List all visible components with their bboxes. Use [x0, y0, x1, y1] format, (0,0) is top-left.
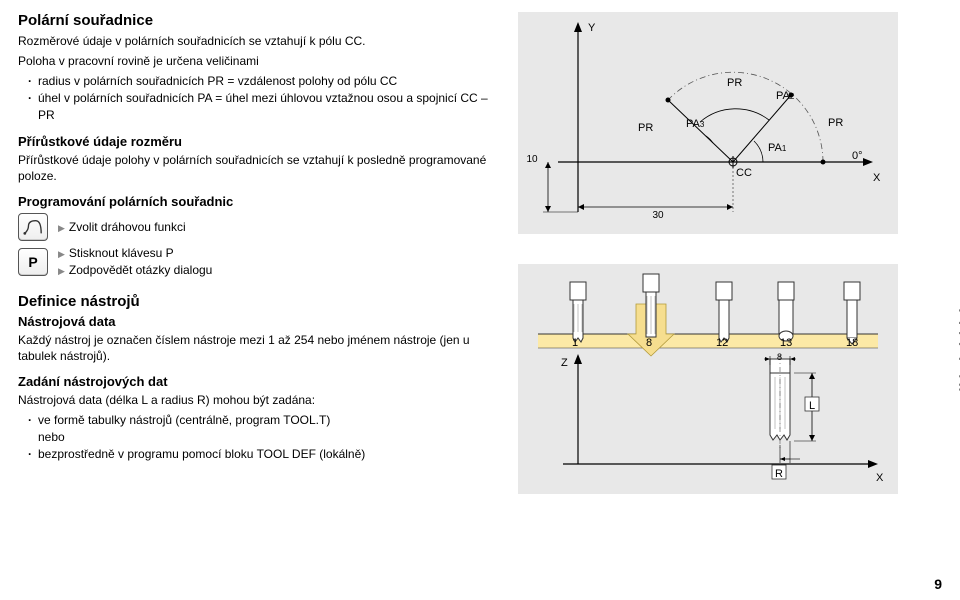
label-pa1: PA1 — [768, 142, 786, 154]
tools-title: Definice nástrojů — [18, 293, 498, 310]
label-x: X — [873, 172, 880, 184]
label-pa2: PA2 — [776, 90, 794, 102]
tools-entry-head: Zadání nástrojových dat — [18, 374, 498, 389]
tools-bullet-2: bezprostředně v programu pomocí bloku TO… — [28, 446, 498, 463]
polar-prog-head: Programování polárních souřadnic — [18, 194, 498, 209]
polar-incremental-text: Přírůstkové údaje polohy v polárních sou… — [18, 152, 498, 184]
tool-num-5: 18 — [846, 337, 858, 349]
label-l: L — [809, 400, 815, 412]
label-z: Z — [561, 357, 568, 369]
label-pr-3: PR — [828, 117, 843, 129]
tool-num-4: 13 — [780, 337, 792, 349]
label-cc: CC — [736, 167, 752, 179]
tool-num-3: 12 — [716, 337, 728, 349]
p-key-icon: P — [18, 248, 48, 276]
label-x2: X — [876, 472, 883, 484]
polar-diagram: Y X PR PR PR PA1 PA2 PA3 CC 0° 10 30 — [518, 12, 898, 234]
polar-intro-2: Poloha v pracovní rovině je určena velič… — [18, 53, 498, 69]
label-pa3: PA3 — [686, 118, 704, 130]
tools-data-text: Každý nástroj je označen číslem nástroje… — [18, 332, 498, 364]
tools-diagram: 1 8 12 13 18 Z X 8 L R — [518, 264, 898, 494]
path-function-key-icon — [18, 213, 48, 241]
polar-bullet-2: úhel v polárních souřadnicích PA = úhel … — [28, 90, 498, 124]
tools-data-head: Nástrojová data — [18, 314, 498, 329]
tool-num-2: 8 — [646, 337, 652, 349]
label-pr-1: PR — [638, 122, 653, 134]
page-number: 9 — [934, 576, 942, 592]
polar-step-2a: Stisknout klávesu P — [58, 245, 212, 262]
polar-subhead: Přírůstkové údaje rozměru — [18, 134, 498, 149]
dim-10: 10 — [522, 154, 542, 165]
label-pr-2: PR — [727, 77, 742, 89]
tool-num-1: 1 — [572, 337, 578, 349]
polar-bullet-1: radius v polárních souřadnicích PR = vzd… — [28, 73, 498, 90]
tools-entry-text: Nástrojová data (délka L a radius R) moh… — [18, 392, 498, 408]
polar-step-2b: Zodpovědět otázky dialogu — [58, 262, 212, 279]
label-y: Y — [588, 22, 595, 34]
label-0deg: 0° — [852, 150, 863, 162]
polar-step-1: Zvolit dráhovou funkci — [58, 219, 186, 236]
polar-title: Polární souřadnice — [18, 12, 498, 29]
polar-intro-1: Rozměrové údaje v polárních souřadnicích… — [18, 33, 498, 49]
label-r: R — [775, 468, 783, 480]
dim-30: 30 — [643, 210, 673, 221]
dim-8: 8 — [777, 352, 782, 362]
tools-bullet-1: ve formě tabulky nástrojů (centrálně, pr… — [28, 412, 498, 446]
